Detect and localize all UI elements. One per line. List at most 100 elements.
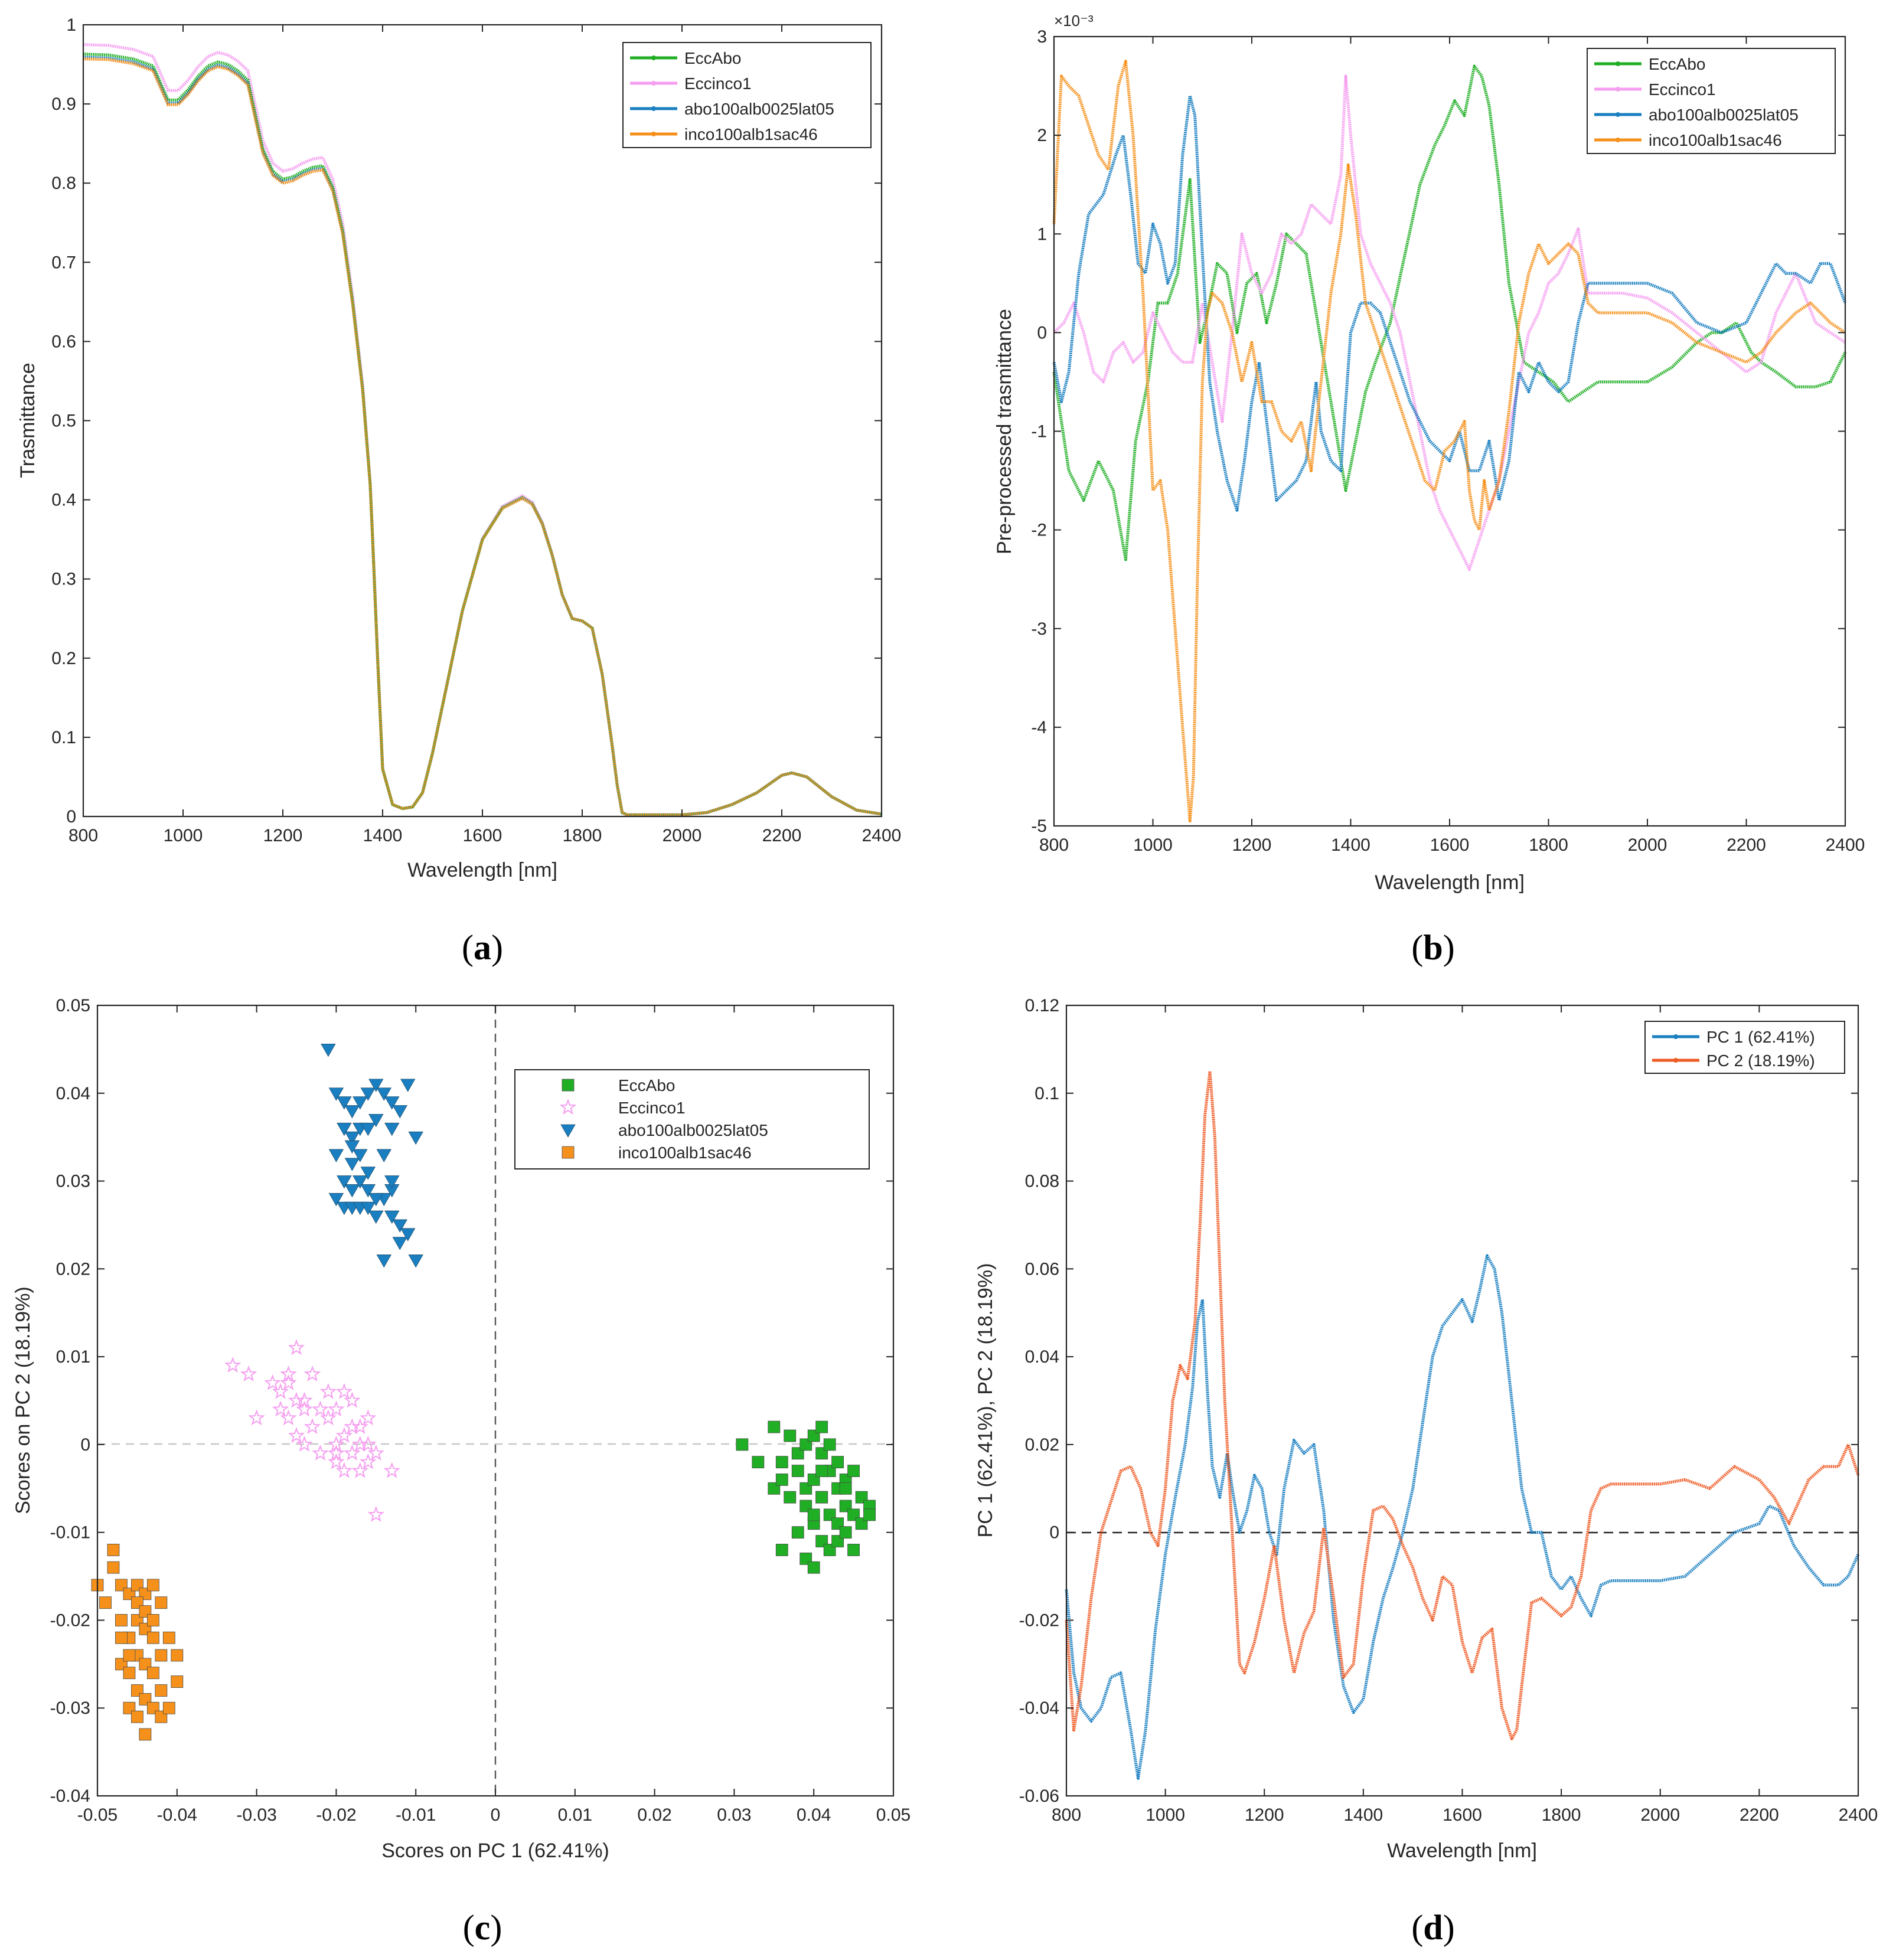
panel-a-x-axis-label: Wavelength [nm] (407, 859, 557, 881)
legend-marker-abo100alb0025lat05 (560, 1124, 576, 1138)
panel-c-marks (91, 1043, 876, 1741)
point-eccabo (815, 1420, 828, 1433)
panel-c-x-tick-label: -0.04 (157, 1805, 197, 1825)
series-line-inco100alb1sac46 (83, 57, 882, 816)
point-eccabo (815, 1491, 828, 1504)
point-abo100alb0025lat05 (360, 1201, 376, 1215)
point-abo100alb0025lat05 (360, 1087, 376, 1101)
point-eccinco1 (296, 1400, 313, 1417)
panel-b-y-tick-label: -1 (1031, 422, 1047, 442)
point-eccinco1 (344, 1444, 361, 1461)
point-eccabo (775, 1473, 788, 1486)
legend-label-pc-1-62-41: PC 1 (62.41%) (1706, 1028, 1815, 1046)
point-abo100alb0025lat05 (392, 1219, 407, 1233)
panel-a-y-tick-label: 1 (66, 15, 76, 35)
legend-dot-eccinco1 (1616, 87, 1620, 92)
series-line-pc-2-18-19 (1065, 1070, 1860, 1740)
point-eccinco1 (328, 1453, 345, 1469)
panel-d-y-tick-label: 0.08 (1025, 1172, 1059, 1191)
point-abo100alb0025lat05 (392, 1237, 407, 1250)
panel-a-y-tick-label: 0 (66, 807, 76, 827)
caption-b-letter: b (1423, 928, 1443, 967)
panel-b-x-tick-label: 2400 (1826, 835, 1865, 855)
point-abo100alb0025lat05 (344, 1131, 360, 1145)
panel-d: 800 1000 1200 1400 1600 1800 2000 2200 2400 -0.0… (974, 996, 1878, 1862)
panel-d-x-tick-label: 1200 (1245, 1805, 1284, 1825)
panel-a-y-tick-label: 0.5 (51, 411, 76, 431)
point-abo100alb0025lat05 (376, 1087, 391, 1101)
point-eccabo (775, 1456, 788, 1469)
panel-b-y-axis-label: Pre-processed trasmittance (993, 309, 1016, 554)
panel-a-y-tick-label: 0.6 (51, 332, 76, 351)
point-abo100alb0025lat05 (344, 1105, 360, 1119)
legend-label-eccabo: EccAbo (618, 1076, 675, 1095)
point-eccinco1 (367, 1444, 384, 1461)
panel-a: 800 1000 1200 1400 1600 1800 2000 2200 2400 0 0.1… (17, 15, 901, 881)
panel-a-x-tick-label: 2000 (663, 826, 702, 845)
panel-b-x-tick-label: 2000 (1628, 835, 1667, 855)
point-abo100alb0025lat05 (368, 1079, 384, 1092)
panel-a-x-tick-label: 2200 (762, 826, 802, 845)
point-inco100alb1sac46 (155, 1649, 168, 1662)
panel-d-legend: PC 1 (62.41%) PC 2 (18.19%) (1644, 1021, 1845, 1074)
point-abo100alb0025lat05 (328, 1087, 344, 1101)
point-abo100alb0025lat05 (353, 1149, 368, 1162)
panel-c-y-tick-label: 0 (80, 1435, 90, 1455)
legend-label-abo100alb0025lat05: abo100alb0025lat05 (1649, 106, 1799, 124)
legend-label-eccinco1: Eccinco1 (1649, 80, 1716, 99)
panel-d-y-tick-label: 0.06 (1025, 1259, 1059, 1279)
point-eccinco1 (360, 1453, 377, 1469)
caption-c: (c) (463, 1908, 502, 1947)
panel-a-x-tick-label: 1600 (463, 826, 502, 845)
point-eccabo (807, 1508, 820, 1521)
point-inco100alb1sac46 (155, 1596, 168, 1609)
point-abo100alb0025lat05 (360, 1167, 376, 1180)
point-abo100alb0025lat05 (353, 1096, 368, 1110)
panel-a-x-tick-label: 1000 (164, 826, 203, 845)
panel-c-x-tick-label: 0.05 (876, 1805, 911, 1825)
point-eccinco1 (288, 1427, 305, 1443)
point-abo100alb0025lat05 (337, 1122, 352, 1136)
point-eccabo (752, 1456, 765, 1469)
point-eccinco1 (360, 1436, 377, 1452)
panel-b-x-tick-label: 1800 (1529, 835, 1568, 855)
point-inco100alb1sac46 (115, 1631, 128, 1644)
panel-d-y-ticks: -0.06 -0.04 -0.02 0 0.02 0.04 0.06 0.08 0.1 0.12 (1019, 996, 1858, 1806)
panel-d-y-tick-label: 0.12 (1025, 996, 1059, 1015)
point-abo100alb0025lat05 (337, 1096, 352, 1110)
series-line-eccabo (1052, 64, 1847, 561)
panel-a-x-tick-label: 800 (68, 826, 98, 845)
legend-dot-abo100alb0025lat05 (651, 106, 656, 111)
panel-d-y-tick-label: 0.1 (1035, 1084, 1059, 1103)
point-eccabo (784, 1491, 797, 1504)
panel-c-x-tick-label: -0.01 (396, 1805, 436, 1825)
point-abo100alb0025lat05 (392, 1105, 407, 1119)
panel-c-x-tick-label: -0.03 (236, 1805, 276, 1825)
point-abo100alb0025lat05 (400, 1079, 416, 1092)
point-eccinco1 (328, 1400, 345, 1417)
panel-d-axes-box (1065, 1004, 1859, 1797)
panel-b-y-tick-label: -3 (1031, 619, 1047, 639)
legend-label-inco100alb1sac46: inco100alb1sac46 (618, 1144, 752, 1162)
point-abo100alb0025lat05 (384, 1175, 400, 1189)
point-eccabo (815, 1465, 828, 1477)
panel-c-y-tick-label: -0.02 (50, 1611, 90, 1630)
panel-b-y-ticks: -5 -4 -3 -2 -1 0 1 2 3 (1031, 27, 1845, 836)
point-eccinco1 (248, 1409, 265, 1426)
panel-d-x-tick-label: 2400 (1839, 1805, 1878, 1825)
panel-d-x-tick-label: 1000 (1146, 1805, 1185, 1825)
legend-dot-abo100alb0025lat05 (1616, 112, 1620, 117)
point-eccinco1 (319, 1409, 337, 1426)
panel-b-y-tick-label: -4 (1031, 718, 1047, 737)
point-eccinco1 (296, 1436, 313, 1452)
point-inco100alb1sac46 (171, 1675, 184, 1688)
panel-c-x-tick-label: -0.05 (77, 1805, 118, 1825)
panel-d-x-tick-label: 1600 (1443, 1805, 1482, 1825)
point-eccabo (784, 1429, 797, 1442)
panel-c-x-tick-label: 0.03 (717, 1805, 751, 1825)
panel-c-x-tick-label: -0.02 (316, 1805, 356, 1825)
point-eccinco1 (335, 1427, 353, 1443)
point-abo100alb0025lat05 (368, 1193, 384, 1207)
point-eccinco1 (319, 1383, 337, 1399)
point-abo100alb0025lat05 (368, 1114, 384, 1128)
